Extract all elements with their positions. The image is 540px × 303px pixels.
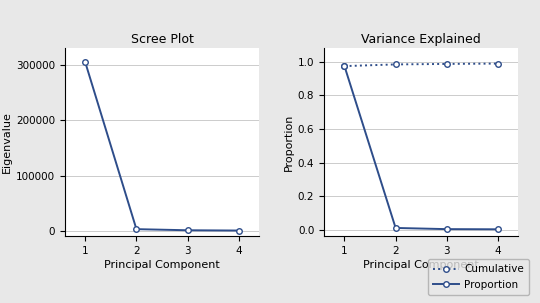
Cumulative	[393, 63, 399, 66]
Proportion	[393, 226, 399, 230]
Cumulative	[443, 62, 450, 66]
Proportion	[443, 227, 450, 231]
Proportion	[495, 228, 501, 231]
X-axis label: Principal Component: Principal Component	[363, 260, 479, 270]
Legend: Cumulative, Proportion: Cumulative, Proportion	[428, 259, 529, 295]
Proportion	[341, 64, 348, 68]
Line: Proportion: Proportion	[342, 63, 501, 232]
Y-axis label: Eigenvalue: Eigenvalue	[2, 112, 12, 173]
Title: Scree Plot: Scree Plot	[131, 33, 193, 46]
Title: Variance Explained: Variance Explained	[361, 33, 481, 46]
Cumulative	[495, 62, 501, 65]
X-axis label: Principal Component: Principal Component	[104, 260, 220, 270]
Y-axis label: Proportion: Proportion	[284, 114, 294, 171]
Cumulative	[341, 64, 348, 68]
Line: Cumulative: Cumulative	[342, 61, 501, 69]
